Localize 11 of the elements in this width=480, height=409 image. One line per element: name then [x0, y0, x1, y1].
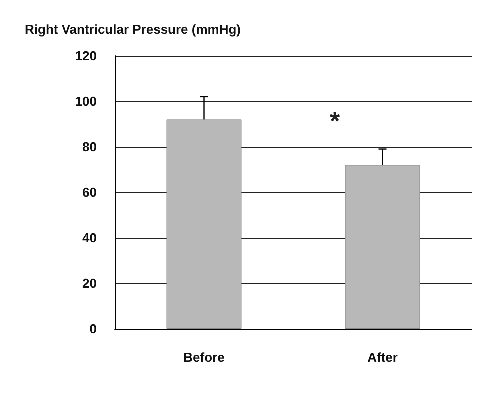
y-tick-label: 40 [82, 230, 97, 246]
y-tick-label: 100 [75, 94, 97, 109]
y-tick-label: 60 [82, 185, 97, 200]
y-tick-label: 0 [90, 322, 97, 336]
y-tick-label: 120 [75, 48, 97, 64]
chart-title: Right Vantricular Pressure (mmHg) [25, 22, 241, 37]
x-tick-label: After [368, 350, 398, 365]
y-tick-label: 80 [82, 140, 97, 154]
x-tick-label: Before [184, 350, 225, 365]
y-tick-label: 20 [82, 276, 97, 291]
annotation: * [330, 106, 341, 136]
